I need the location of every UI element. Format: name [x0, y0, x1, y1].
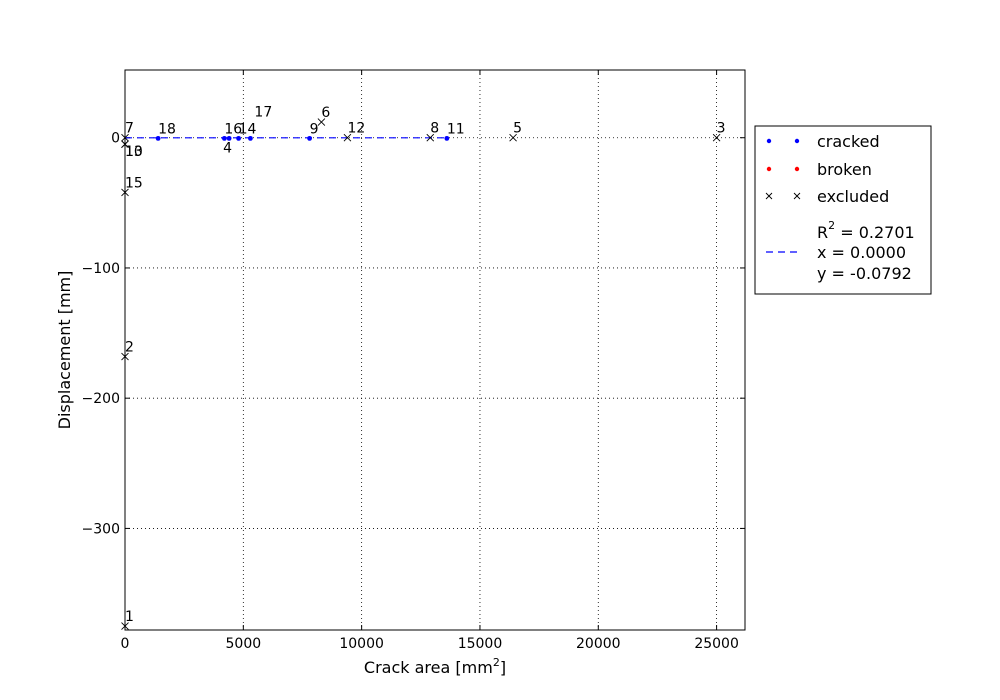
legend-excluded-label: excluded	[817, 187, 889, 206]
cracked-point	[221, 135, 227, 141]
point-label: 1	[125, 609, 134, 625]
point-label: 17	[254, 104, 272, 120]
point-label: 11	[447, 121, 465, 137]
point-label: 7	[125, 121, 134, 137]
excluded-point	[121, 622, 129, 630]
x-tick-label: 5000	[226, 636, 262, 652]
point-label: 10	[125, 144, 143, 160]
point-label: 18	[158, 121, 176, 137]
y-axis-label: Displacement [mm]	[55, 271, 74, 430]
x-tick-label: 10000	[339, 636, 384, 652]
point-label: 14	[239, 121, 257, 137]
legend-excluded-marker	[765, 192, 801, 200]
x-axis-label: Crack area [mm2]	[364, 656, 506, 677]
y-tick-label: −100	[82, 261, 120, 277]
cracked-point	[236, 135, 241, 141]
y-axis: 0 −100 −200 −300	[82, 131, 745, 537]
grid-lines	[124, 70, 745, 630]
plot-area	[124, 69, 746, 631]
legend-cracked-marker	[766, 138, 772, 144]
excluded-point	[121, 133, 129, 142]
excluded-point	[426, 133, 435, 142]
legend: cracked broken excluded R2 = 0.2701 x = …	[754, 125, 932, 295]
point-label: 15	[125, 175, 143, 191]
x-axis: 0 5000 10000 15000 20000 25000	[121, 70, 739, 652]
legend-broken-label: broken	[817, 160, 872, 179]
excluded-point	[317, 118, 326, 126]
excluded-point	[712, 133, 721, 142]
cracked-point	[155, 135, 161, 141]
point-label: 8	[430, 121, 439, 137]
legend-box	[754, 125, 932, 295]
point-label: 6	[321, 105, 330, 121]
x-tick-label: 20000	[576, 636, 621, 652]
data-points	[121, 118, 721, 630]
excluded-point	[121, 352, 129, 361]
x-tick-label: 25000	[694, 636, 739, 652]
cracked-point	[307, 135, 312, 141]
excluded-point	[121, 140, 129, 149]
cracked-point	[248, 135, 253, 141]
y-tick-label: −300	[82, 521, 120, 537]
point-label: 2	[125, 340, 134, 356]
cracked-point	[226, 135, 232, 141]
legend-r2-text: R2 = 0.2701	[817, 219, 915, 242]
point-label: 12	[347, 121, 365, 137]
point-label: 9	[310, 121, 319, 137]
legend-broken-marker	[766, 166, 772, 172]
excluded-point	[343, 133, 352, 142]
y-tick-label: −200	[82, 391, 120, 407]
cracked-point	[444, 135, 450, 141]
point-label: 13	[125, 144, 143, 160]
legend-fit-y-text: y = -0.0792	[817, 264, 912, 283]
excluded-point	[121, 188, 129, 197]
legend-cracked-label: cracked	[817, 132, 880, 151]
point-label: 3	[717, 121, 726, 137]
point-label: 16	[224, 121, 242, 137]
x-tick-label: 0	[121, 636, 130, 652]
point-label: 4	[223, 140, 232, 156]
legend-fit-x-text: x = 0.0000	[817, 243, 906, 262]
legend-cracked-marker	[794, 138, 800, 144]
legend-broken-marker	[794, 166, 800, 172]
y-tick-label: 0	[111, 131, 120, 147]
excluded-point	[509, 133, 517, 142]
x-tick-label: 15000	[458, 636, 503, 652]
point-label: 5	[513, 121, 522, 137]
